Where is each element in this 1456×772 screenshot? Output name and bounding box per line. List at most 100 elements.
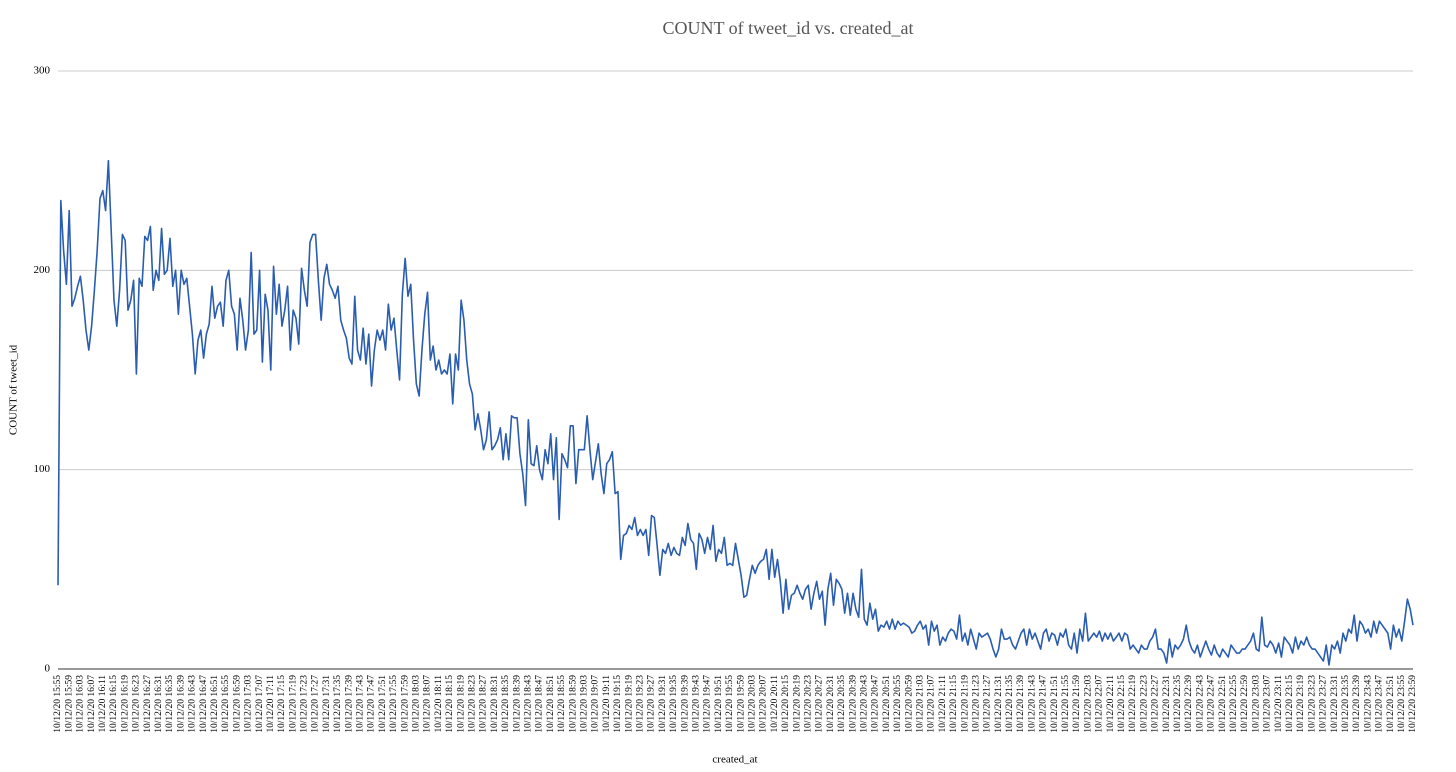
x-tick-label: 10/12/20 21:39 bbox=[1016, 675, 1026, 733]
x-tick-label: 10/12/20 16:51 bbox=[210, 675, 220, 733]
x-tick-label: 10/12/20 23:15 bbox=[1285, 675, 1295, 733]
x-tick-label: 10/12/20 21:31 bbox=[994, 675, 1004, 733]
x-tick-label: 10/12/20 16:59 bbox=[232, 675, 242, 733]
x-tick-label: 10/12/20 17:11 bbox=[266, 675, 276, 733]
x-tick-label: 10/12/20 19:59 bbox=[736, 675, 746, 733]
x-tick-label: 10/12/20 22:15 bbox=[1117, 675, 1127, 733]
x-tick-label: 10/12/20 17:43 bbox=[356, 675, 366, 733]
x-tick-label: 10/12/20 21:51 bbox=[1050, 675, 1060, 733]
x-tick-label: 10/12/20 19:39 bbox=[680, 675, 690, 733]
x-tick-label: 10/12/20 19:31 bbox=[658, 675, 668, 733]
x-tick-label: 10/12/20 19:15 bbox=[613, 675, 623, 733]
x-tick-label: 10/12/20 22:31 bbox=[1162, 675, 1172, 733]
x-tick-label: 10/12/20 18:39 bbox=[512, 675, 522, 733]
x-tick-label: 10/12/20 17:47 bbox=[367, 675, 377, 733]
x-tick-label: 10/12/20 23:03 bbox=[1251, 675, 1261, 733]
x-tick-label: 10/12/20 20:39 bbox=[848, 675, 858, 733]
y-tick-label: 200 bbox=[34, 264, 51, 276]
x-tick-label: 10/12/20 18:31 bbox=[490, 675, 500, 733]
x-tick-label: 10/12/20 16:47 bbox=[199, 675, 209, 733]
x-tick-label: 10/12/20 17:31 bbox=[322, 675, 332, 733]
x-tick-label: 10/12/20 20:23 bbox=[803, 675, 813, 733]
x-tick-label: 10/12/20 19:47 bbox=[703, 675, 713, 733]
x-tick-label: 10/12/20 16:19 bbox=[120, 675, 130, 733]
x-tick-label: 10/12/20 20:43 bbox=[859, 675, 869, 733]
x-tick-label: 10/12/20 19:19 bbox=[624, 675, 634, 733]
x-tick-label: 10/12/20 23:55 bbox=[1397, 675, 1407, 733]
y-tick-label: 300 bbox=[34, 65, 51, 77]
x-tick-label: 10/12/20 18:23 bbox=[468, 675, 478, 733]
x-tick-label: 10/12/20 23:19 bbox=[1296, 675, 1306, 733]
x-tick-label: 10/12/20 20:27 bbox=[815, 675, 825, 733]
x-tick-label: 10/12/20 18:27 bbox=[479, 675, 489, 733]
x-tick-label: 10/12/20 22:03 bbox=[1083, 675, 1093, 733]
x-tick-label: 10/12/20 19:11 bbox=[602, 675, 612, 733]
x-tick-label: 10/12/20 23:27 bbox=[1319, 675, 1329, 733]
x-tick-label: 10/12/20 20:35 bbox=[837, 675, 847, 733]
x-tick-label: 10/12/20 21:19 bbox=[960, 675, 970, 733]
x-tick-label: 10/12/20 20:03 bbox=[747, 675, 757, 733]
x-tick-label: 10/12/20 23:07 bbox=[1263, 675, 1273, 733]
x-tick-label: 10/12/20 16:07 bbox=[87, 675, 97, 733]
x-tick-label: 10/12/20 22:43 bbox=[1195, 675, 1205, 733]
x-tick-label: 10/12/20 16:03 bbox=[76, 675, 86, 733]
x-tick-label: 10/12/20 22:19 bbox=[1128, 675, 1138, 733]
x-tick-label: 10/12/20 17:51 bbox=[378, 675, 388, 733]
x-tick-label: 10/12/20 17:39 bbox=[344, 675, 354, 733]
x-tick-label: 10/12/20 15:55 bbox=[53, 675, 63, 733]
x-tick-label: 10/12/20 17:15 bbox=[277, 675, 287, 733]
x-tick-label: 10/12/20 18:15 bbox=[445, 675, 455, 733]
x-tick-label: 10/12/20 20:15 bbox=[781, 675, 791, 733]
x-tick-label: 10/12/20 17:07 bbox=[255, 675, 265, 733]
x-tick-label: 10/12/20 21:27 bbox=[983, 675, 993, 733]
x-tick-label: 10/12/20 16:15 bbox=[109, 675, 119, 733]
x-tick-label: 10/12/20 22:35 bbox=[1173, 675, 1183, 733]
x-tick-label: 10/12/20 16:39 bbox=[176, 675, 186, 733]
x-tick-label: 10/12/20 19:07 bbox=[591, 675, 601, 733]
x-tick-label: 10/12/20 23:23 bbox=[1307, 675, 1317, 733]
x-tick-label: 10/12/20 18:03 bbox=[412, 675, 422, 733]
x-tick-label: 10/12/20 23:59 bbox=[1408, 675, 1418, 733]
y-tick-label: 0 bbox=[45, 663, 51, 675]
x-tick-label: 10/12/20 18:59 bbox=[568, 675, 578, 733]
x-tick-label: 10/12/20 22:07 bbox=[1095, 675, 1105, 733]
chart-title: COUNT of tweet_id vs. created_at bbox=[662, 18, 913, 38]
x-tick-label: 10/12/20 18:43 bbox=[524, 675, 534, 733]
x-tick-label: 10/12/20 21:15 bbox=[949, 675, 959, 733]
x-tick-label: 10/12/20 19:55 bbox=[725, 675, 735, 733]
x-tick-label: 10/12/20 21:35 bbox=[1005, 675, 1015, 733]
x-tick-label: 10/12/20 16:31 bbox=[154, 675, 164, 733]
x-tick-label: 10/12/20 16:23 bbox=[132, 675, 142, 733]
x-tick-label: 10/12/20 22:59 bbox=[1240, 675, 1250, 733]
x-tick-label: 10/12/20 20:59 bbox=[904, 675, 914, 733]
y-tick-label: 100 bbox=[34, 463, 51, 475]
x-tick-label: 10/12/20 19:43 bbox=[691, 675, 701, 733]
x-tick-label: 10/12/20 17:19 bbox=[288, 675, 298, 733]
x-tick-label: 10/12/20 19:51 bbox=[714, 675, 724, 733]
x-tick-label: 10/12/20 18:51 bbox=[546, 675, 556, 733]
x-tick-label: 10/12/20 16:43 bbox=[188, 675, 198, 733]
x-tick-label: 10/12/20 20:07 bbox=[759, 675, 769, 733]
x-tick-label: 10/12/20 22:39 bbox=[1184, 675, 1194, 733]
x-tick-label: 10/12/20 19:03 bbox=[580, 675, 590, 733]
x-tick-label: 10/12/20 22:55 bbox=[1229, 675, 1239, 733]
x-tick-label: 10/12/20 17:55 bbox=[389, 675, 399, 733]
x-tick-label: 10/12/20 16:11 bbox=[98, 675, 108, 733]
x-tick-label: 10/12/20 23:51 bbox=[1386, 675, 1396, 733]
x-tick-label: 10/12/20 21:59 bbox=[1072, 675, 1082, 733]
x-tick-label: 10/12/20 19:23 bbox=[636, 675, 646, 733]
x-tick-label: 10/12/20 18:35 bbox=[501, 675, 511, 733]
x-tick-label: 10/12/20 20:19 bbox=[792, 675, 802, 733]
x-tick-label: 10/12/20 21:55 bbox=[1061, 675, 1071, 733]
x-tick-label: 10/12/20 20:11 bbox=[770, 675, 780, 733]
x-tick-label: 10/12/20 20:51 bbox=[882, 675, 892, 733]
x-tick-label: 10/12/20 22:23 bbox=[1139, 675, 1149, 733]
x-tick-label: 10/12/20 23:35 bbox=[1341, 675, 1351, 733]
x-tick-label: 10/12/20 21:43 bbox=[1027, 675, 1037, 733]
x-tick-label: 10/12/20 21:23 bbox=[971, 675, 981, 733]
x-tick-label: 10/12/20 18:47 bbox=[535, 675, 545, 733]
x-tick-label: 10/12/20 21:07 bbox=[927, 675, 937, 733]
x-tick-label: 10/12/20 23:11 bbox=[1274, 675, 1284, 733]
x-tick-label: 10/12/20 22:51 bbox=[1218, 675, 1228, 733]
x-tick-label: 10/12/20 20:31 bbox=[826, 675, 836, 733]
